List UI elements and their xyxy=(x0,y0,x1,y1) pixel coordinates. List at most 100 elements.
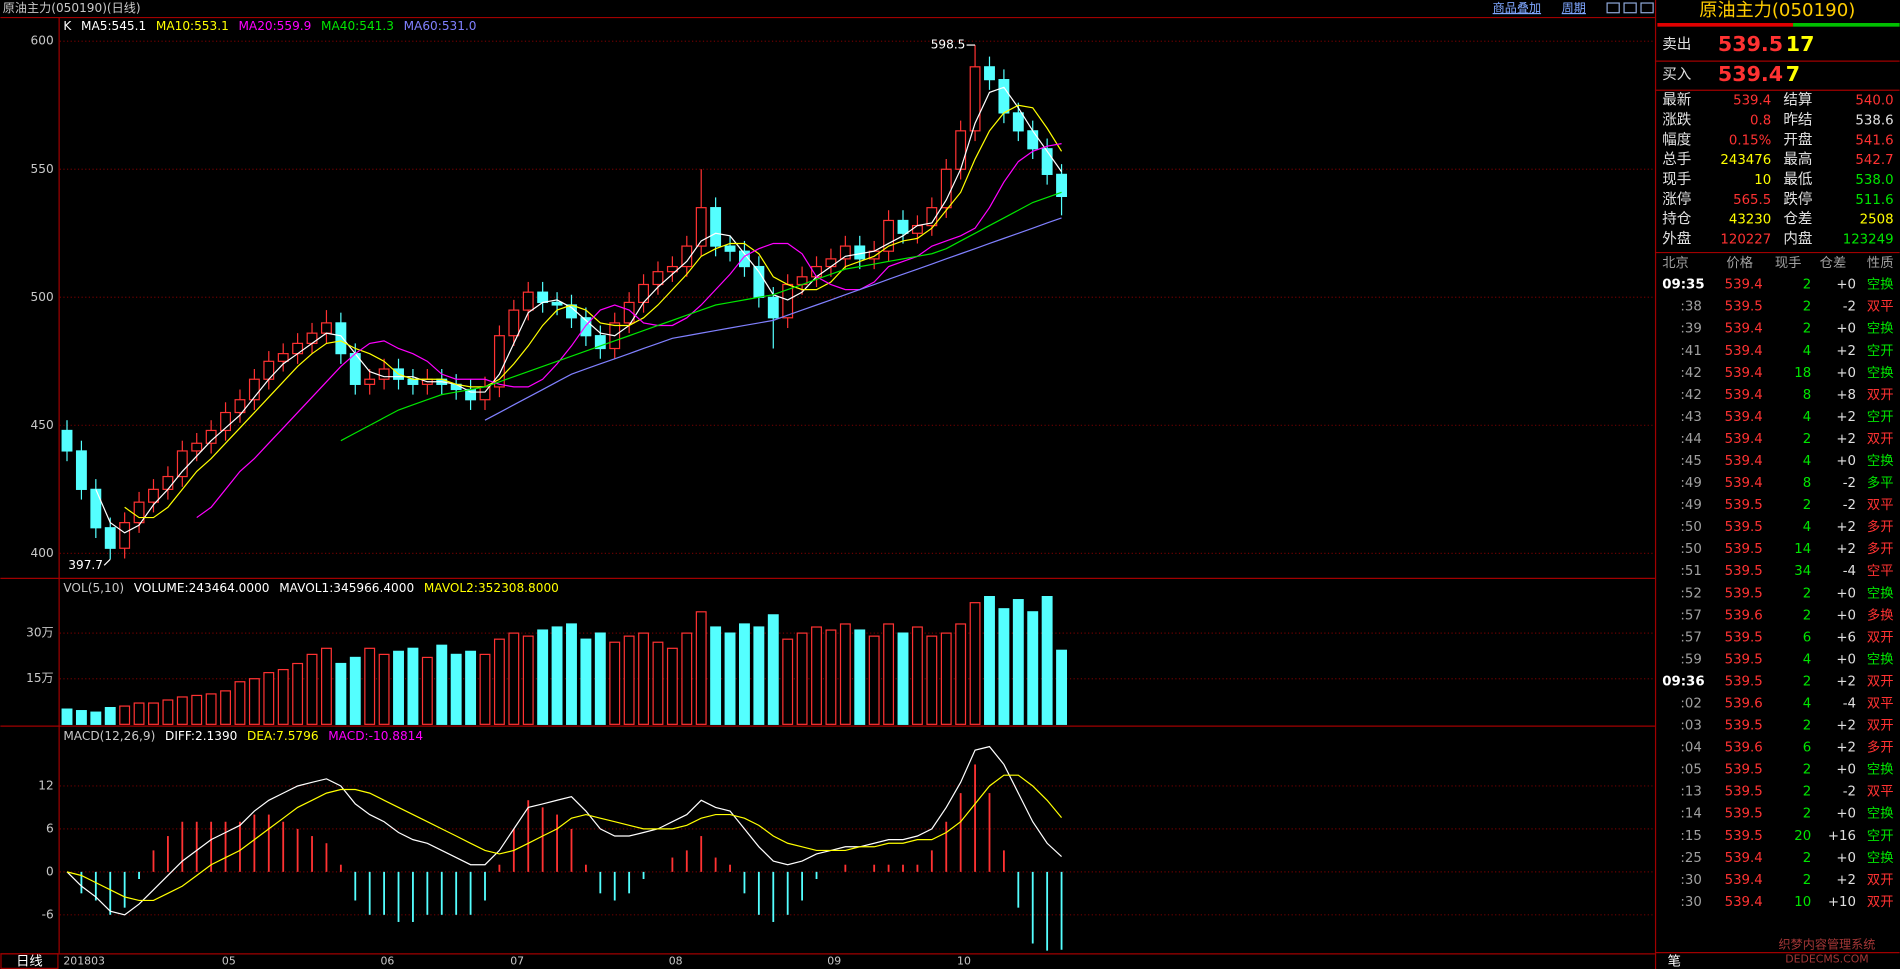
y-tick-label: 0 xyxy=(46,864,54,878)
tab[interactable]: 笔 xyxy=(1668,954,1681,969)
volume-bar xyxy=(450,653,462,725)
volume-bar xyxy=(825,629,837,725)
stat-label: 现手 xyxy=(1662,171,1691,188)
tick-cell: 多开 xyxy=(1867,518,1894,535)
ask-bar xyxy=(1793,23,1900,27)
stat-label: 跌停 xyxy=(1783,191,1812,208)
toolbar-button[interactable]: 商品叠加 xyxy=(1493,0,1541,15)
tick-cell: 双开 xyxy=(1867,719,1894,734)
volume-bar xyxy=(364,647,376,725)
tick-cell: +2 xyxy=(1836,432,1856,447)
period-label[interactable]: 日线 xyxy=(16,954,43,969)
stat-value: 538.6 xyxy=(1855,113,1893,128)
tick-cell: 2 xyxy=(1803,432,1811,447)
candle-body xyxy=(767,296,779,319)
tick-cell: 空换 xyxy=(1867,277,1894,293)
y-tick-label: 30万 xyxy=(26,626,54,640)
tick-cell: 539.5 xyxy=(1725,652,1763,667)
y-tick-label: 500 xyxy=(31,290,54,304)
tick-cell: 2 xyxy=(1803,498,1811,513)
candle-body xyxy=(191,442,203,452)
y-tick-label: 600 xyxy=(31,34,54,48)
volume-bar xyxy=(782,638,794,725)
table-header: 价格 xyxy=(1726,255,1753,271)
tick-cell: -4 xyxy=(1843,564,1856,579)
icon[interactable] xyxy=(1640,2,1654,14)
candle-body xyxy=(652,271,664,286)
tick-cell: +0 xyxy=(1836,652,1856,667)
tick-cell: -2 xyxy=(1843,476,1856,491)
candle-body xyxy=(465,388,477,401)
tick-cell: +0 xyxy=(1836,586,1856,601)
toolbar-button[interactable]: 周期 xyxy=(1562,1,1586,15)
volume-bar xyxy=(522,635,534,725)
stat-label: 幅度 xyxy=(1662,131,1691,148)
x-tick-label: 05 xyxy=(222,955,236,968)
tick-cell: 539.4 xyxy=(1725,851,1763,866)
volume-bar xyxy=(465,650,477,725)
window-icons[interactable] xyxy=(1606,2,1654,14)
window-title: 原油主力(050190)(日线) xyxy=(3,1,141,15)
candle-body xyxy=(1041,148,1053,175)
tick-cell: 539.4 xyxy=(1725,476,1763,491)
volume-bar xyxy=(753,626,765,725)
tick-cell: +2 xyxy=(1836,719,1856,734)
icon[interactable] xyxy=(1606,2,1620,14)
volume-bar xyxy=(998,608,1010,725)
y-tick-label: -6 xyxy=(42,907,54,921)
candle-body xyxy=(162,475,174,490)
table-header: 北京 xyxy=(1662,255,1689,271)
tick-cell: -2 xyxy=(1843,300,1856,315)
volume-bar xyxy=(739,623,750,725)
tick-time: :05 xyxy=(1680,763,1701,778)
volume-bar xyxy=(926,635,938,725)
tick-cell: 2 xyxy=(1803,608,1811,623)
candle-body xyxy=(825,258,837,268)
tick-cell: 539.5 xyxy=(1725,807,1763,822)
volume-bar xyxy=(176,696,188,725)
tick-cell: 539.6 xyxy=(1725,741,1763,756)
stat-label: 最低 xyxy=(1783,171,1813,188)
tick-cell: 双平 xyxy=(1867,696,1894,711)
volume-bar xyxy=(320,647,332,725)
volume-bar xyxy=(811,626,822,725)
volume-bar xyxy=(652,641,664,725)
candle-body xyxy=(364,378,376,385)
tick-time: :42 xyxy=(1680,366,1701,381)
quote-label: 卖出 xyxy=(1662,36,1691,53)
legend-entry: MACD:-10.8814 xyxy=(328,729,423,743)
stat-label: 最高 xyxy=(1783,151,1812,168)
tick-cell: 8 xyxy=(1803,388,1811,403)
quote-volume: 7 xyxy=(1786,62,1800,86)
tick-time: :30 xyxy=(1680,895,1701,910)
tick-cell: 539.6 xyxy=(1725,608,1763,623)
volume-bar xyxy=(868,635,880,725)
tick-cell: 4 xyxy=(1803,520,1811,535)
candle-body xyxy=(119,522,131,549)
tick-cell: 539.4 xyxy=(1725,895,1763,910)
tick-time: 09:36 xyxy=(1662,674,1704,689)
icon[interactable] xyxy=(1623,2,1637,14)
tick-time: :49 xyxy=(1680,498,1701,513)
tick-time: :30 xyxy=(1680,873,1701,888)
volume-bar xyxy=(148,702,159,725)
tick-cell: 空开 xyxy=(1867,409,1894,425)
candle-body xyxy=(306,332,318,344)
candle-body xyxy=(940,168,952,209)
tick-cell: 多平 xyxy=(1867,474,1894,491)
tick-time: :38 xyxy=(1680,300,1701,315)
volume-bar xyxy=(407,647,419,725)
candle-body xyxy=(407,378,419,385)
volume-bar xyxy=(955,623,967,725)
volume-bar xyxy=(349,656,361,725)
tick-time: :25 xyxy=(1680,851,1701,866)
candle-body xyxy=(1056,173,1068,198)
stat-value: 10 xyxy=(1754,173,1771,188)
tick-time: 09:35 xyxy=(1662,278,1704,293)
tick-time: :39 xyxy=(1680,322,1701,337)
table-header: 现手 xyxy=(1775,255,1802,271)
volume-bar xyxy=(75,710,87,725)
low-annotation: 397.7 xyxy=(68,558,103,572)
volume-bar xyxy=(104,706,116,725)
candle-body xyxy=(522,291,534,311)
